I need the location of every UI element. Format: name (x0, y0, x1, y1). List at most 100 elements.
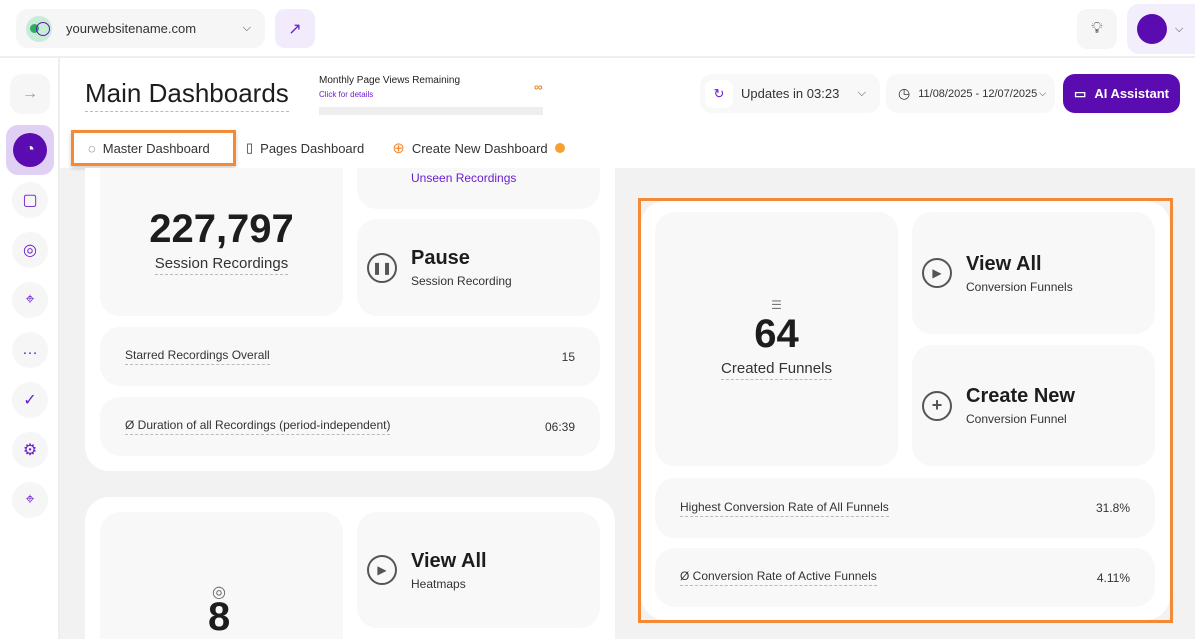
details-link[interactable]: Click for details (319, 90, 374, 99)
date-range-label: 11/08/2025 - 12/07/2025 (918, 87, 1038, 100)
focus-icon: ⌖ (25, 291, 35, 308)
unseen-recordings-label: Unseen Recordings (411, 171, 517, 185)
funnels-highlight (638, 198, 1173, 623)
site-name: yourwebsitename.com (66, 21, 197, 36)
site-selector[interactable]: yourwebsitename.com ⌵ (16, 9, 265, 48)
gear-icon: ⚙ (22, 442, 38, 459)
tab-pages-dashboard[interactable]: ▯ Pages Dashboard (236, 130, 378, 166)
view-all-title: View All (411, 549, 487, 572)
page-title: Main Dashboards (85, 78, 289, 112)
clock-icon: ◷ (898, 85, 911, 101)
external-link-icon: ↗ (288, 20, 302, 38)
heatmaps-count: 8 (208, 595, 231, 639)
session-recordings-tile[interactable]: 227,797 Session Recordings (100, 168, 343, 316)
sidebar-item-dashboard[interactable]: ◔ (6, 125, 54, 175)
recordings-card: 227,797 Session Recordings Unseen Record… (85, 168, 615, 471)
created-funnels-label: Created Funnels (721, 360, 832, 380)
notification-dot (554, 143, 565, 153)
view-all-funnels-button[interactable]: ▶ View All Conversion Funnels (912, 212, 1155, 334)
chevron-down-icon: ⌵ (1039, 88, 1047, 98)
pause-subtitle: Session Recording (411, 274, 512, 288)
ai-assistant-button[interactable]: ▭ AI Assistant (1063, 74, 1180, 113)
tab-label: Create New Dashboard (411, 140, 548, 156)
chat-icon: ▭ (1074, 85, 1087, 101)
play-icon: ▶ (367, 555, 397, 585)
external-link-button[interactable]: ↗ (275, 9, 315, 48)
update-interval-dropdown[interactable]: ↻ Updates in 03:23 ⌵ (700, 74, 880, 113)
sidebar-item-location[interactable]: ⌖ (12, 482, 48, 518)
globe-icon (26, 15, 52, 42)
stat-row: Ø Conversion Rate of Active Funnels 4.11% (655, 548, 1155, 607)
page-views-progress (319, 107, 543, 115)
view-all-heatmaps-button[interactable]: ▶ View All Heatmaps (357, 512, 600, 628)
view-all-title: View All (966, 252, 1042, 275)
plus-circle-icon: ⊕ (392, 140, 405, 157)
pause-recording-button[interactable]: ❚❚ Pause Session Recording (357, 219, 600, 316)
stat-row: Highest Conversion Rate of All Funnels 31… (655, 478, 1155, 538)
session-recordings-label: Session Recordings (154, 255, 289, 275)
sidebar: → ◔ ▢ ◎ ⌖ … ✓ ⚙ ⌖ (0, 58, 60, 639)
funnel-icon: ☰ (771, 298, 782, 312)
shield-icon: ✓ (23, 392, 37, 409)
stat-row: Starred Recordings Overall 15 (100, 327, 600, 386)
monthly-label: Monthly Page Views Remaining (319, 75, 461, 86)
heatmaps-card: ◎ 8 ▶ View All Heatmaps (85, 497, 615, 639)
stat-label: Starred Recordings Overall (125, 348, 270, 365)
stat-label: Highest Conversion Rate of All Funnels (680, 500, 889, 517)
create-new-title: Create New (966, 385, 1075, 407)
date-range-picker[interactable]: ◷ 11/08/2025 - 12/07/2025 ⌵ (886, 74, 1055, 113)
stat-label: Ø Conversion Rate of Active Funnels (680, 569, 877, 586)
create-funnel-button[interactable]: + Create New Conversion Funnel (912, 345, 1155, 466)
tab-create-new-dashboard[interactable]: ⊕ Create New Dashboard (378, 130, 578, 166)
lightbulb-icon: 💡︎ (1091, 20, 1103, 37)
refresh-icon: ↻ (705, 79, 733, 108)
create-new-subtitle: Conversion Funnel (966, 412, 1067, 426)
account-menu[interactable]: ⌵ (1127, 4, 1195, 54)
tab-master-dashboard[interactable]: ◌ Master Dashboard (71, 130, 236, 166)
pause-title: Pause (411, 247, 470, 269)
unseen-recordings-tile[interactable]: Unseen Recordings (357, 168, 600, 209)
created-funnels-tile[interactable]: ☰ 64 Created Funnels (655, 212, 898, 466)
arrow-right-circle-icon: → (22, 85, 38, 102)
tab-label: Pages Dashboard (260, 140, 365, 156)
sidebar-item-settings[interactable]: ⚙ (12, 432, 48, 468)
view-all-subtitle: Conversion Funnels (966, 279, 1073, 294)
funnels-card: ☰ 64 Created Funnels ▶ View All Conversio… (641, 201, 1170, 620)
updates-label: Updates in 03:23 (741, 86, 840, 101)
play-icon: ▶ (922, 258, 952, 288)
monthly-page-views: Monthly Page Views Remaining Click for d… (319, 75, 460, 99)
map-pin-icon: ⌖ (25, 491, 35, 508)
stat-value: 4.11% (1096, 570, 1130, 585)
stat-label: Ø Duration of all Recordings (period-ind… (125, 418, 391, 435)
shopping-bag-icon: ▢ (22, 192, 38, 209)
recording-icon: ◌ (88, 140, 96, 156)
sidebar-item-privacy[interactable]: ✓ (12, 382, 48, 418)
recording-icon: ◎ (23, 242, 37, 259)
chevron-down-icon: ⌵ (1175, 22, 1184, 35)
chevron-down-icon: ⌵ (857, 87, 866, 99)
monthly-value: ∞ (534, 80, 543, 94)
stat-value: 31.8% (1095, 501, 1130, 515)
sidebar-item-recordings[interactable]: ◎ (12, 232, 48, 268)
avatar (1137, 14, 1167, 44)
chevron-down-icon: ⌵ (242, 22, 251, 34)
plus-circle-icon: + (922, 390, 952, 421)
sidebar-item-ecommerce[interactable]: ▢ (12, 182, 48, 218)
dashboard-icon: ◔ (13, 133, 47, 167)
tips-button[interactable]: 💡︎ (1077, 9, 1117, 49)
collapse-sidebar-button[interactable]: → (10, 74, 50, 114)
dashboard-tabs: ◌ Master Dashboard ▯ Pages Dashboard ⊕ Crea… (71, 130, 579, 166)
tab-label: Master Dashboard (102, 140, 210, 156)
heatmaps-tile[interactable]: ◎ 8 (100, 512, 343, 639)
session-recordings-count: 227,797 (149, 207, 294, 251)
sidebar-item-heatmaps[interactable]: ⌖ (12, 282, 48, 318)
view-all-subtitle: Heatmaps (411, 576, 466, 591)
sidebar-item-feedback[interactable]: … (12, 332, 48, 368)
created-funnels-count: 64 (754, 312, 799, 356)
chat-icon: … (22, 341, 38, 358)
stat-row: Ø Duration of all Recordings (period-ind… (100, 397, 600, 456)
ai-label: AI Assistant (1094, 86, 1169, 101)
pages-icon: ▯ (246, 140, 254, 155)
stat-value: 15 (561, 349, 575, 364)
heatmap-icon: ◎ (212, 584, 226, 601)
